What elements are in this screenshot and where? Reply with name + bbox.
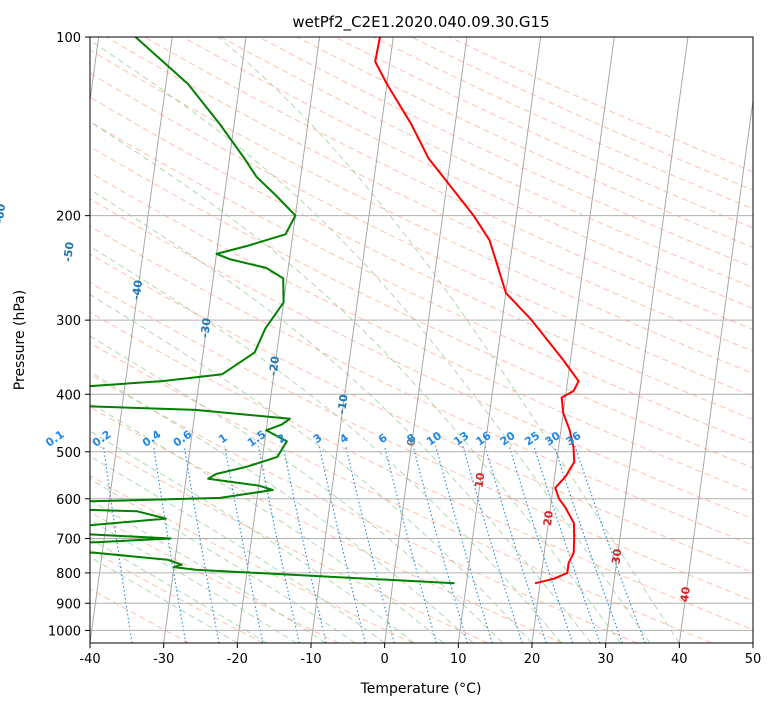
isotherm-label: -10 [335, 393, 351, 415]
y-tick-label: 300 [56, 314, 81, 329]
isotherm-label: 30 [609, 548, 624, 565]
y-tick-label: 800 [56, 567, 81, 582]
x-axis-label: Temperature (°C) [360, 681, 482, 697]
isotherm-label: -40 [130, 279, 146, 301]
isotherm-label: -30 [198, 317, 214, 339]
isotherm-label: -20 [267, 355, 283, 377]
y-tick-label: 600 [56, 493, 81, 508]
x-tick-label: 10 [450, 652, 467, 667]
x-tick-label: -40 [79, 652, 100, 667]
x-tick-label: 50 [745, 652, 762, 667]
x-tick-label: -30 [153, 652, 174, 667]
isotherm-label: 10 [472, 471, 487, 488]
y-tick-label: 700 [56, 533, 81, 548]
y-tick-label: 100 [56, 31, 81, 46]
isotherm-label: 20 [541, 510, 556, 527]
y-tick-label: 400 [56, 388, 81, 403]
x-tick-label: 20 [524, 652, 541, 667]
x-tick-label: 0 [381, 652, 389, 667]
x-tick-label: 40 [671, 652, 688, 667]
x-tick-label: -10 [300, 652, 321, 667]
y-tick-label: 1000 [48, 624, 81, 639]
y-tick-label: 200 [56, 210, 81, 225]
isotherm-label: 40 [678, 586, 693, 603]
chart-title: wetPf2_C2E1.2020.040.09.30.G15 [292, 13, 549, 32]
y-axis-label: Pressure (hPa) [12, 290, 28, 390]
y-tick-label: 900 [56, 597, 81, 612]
isotherm-label: -50 [61, 241, 77, 263]
x-tick-label: -20 [227, 652, 248, 667]
x-tick-label: 30 [597, 652, 614, 667]
y-tick-label: 500 [56, 446, 81, 461]
